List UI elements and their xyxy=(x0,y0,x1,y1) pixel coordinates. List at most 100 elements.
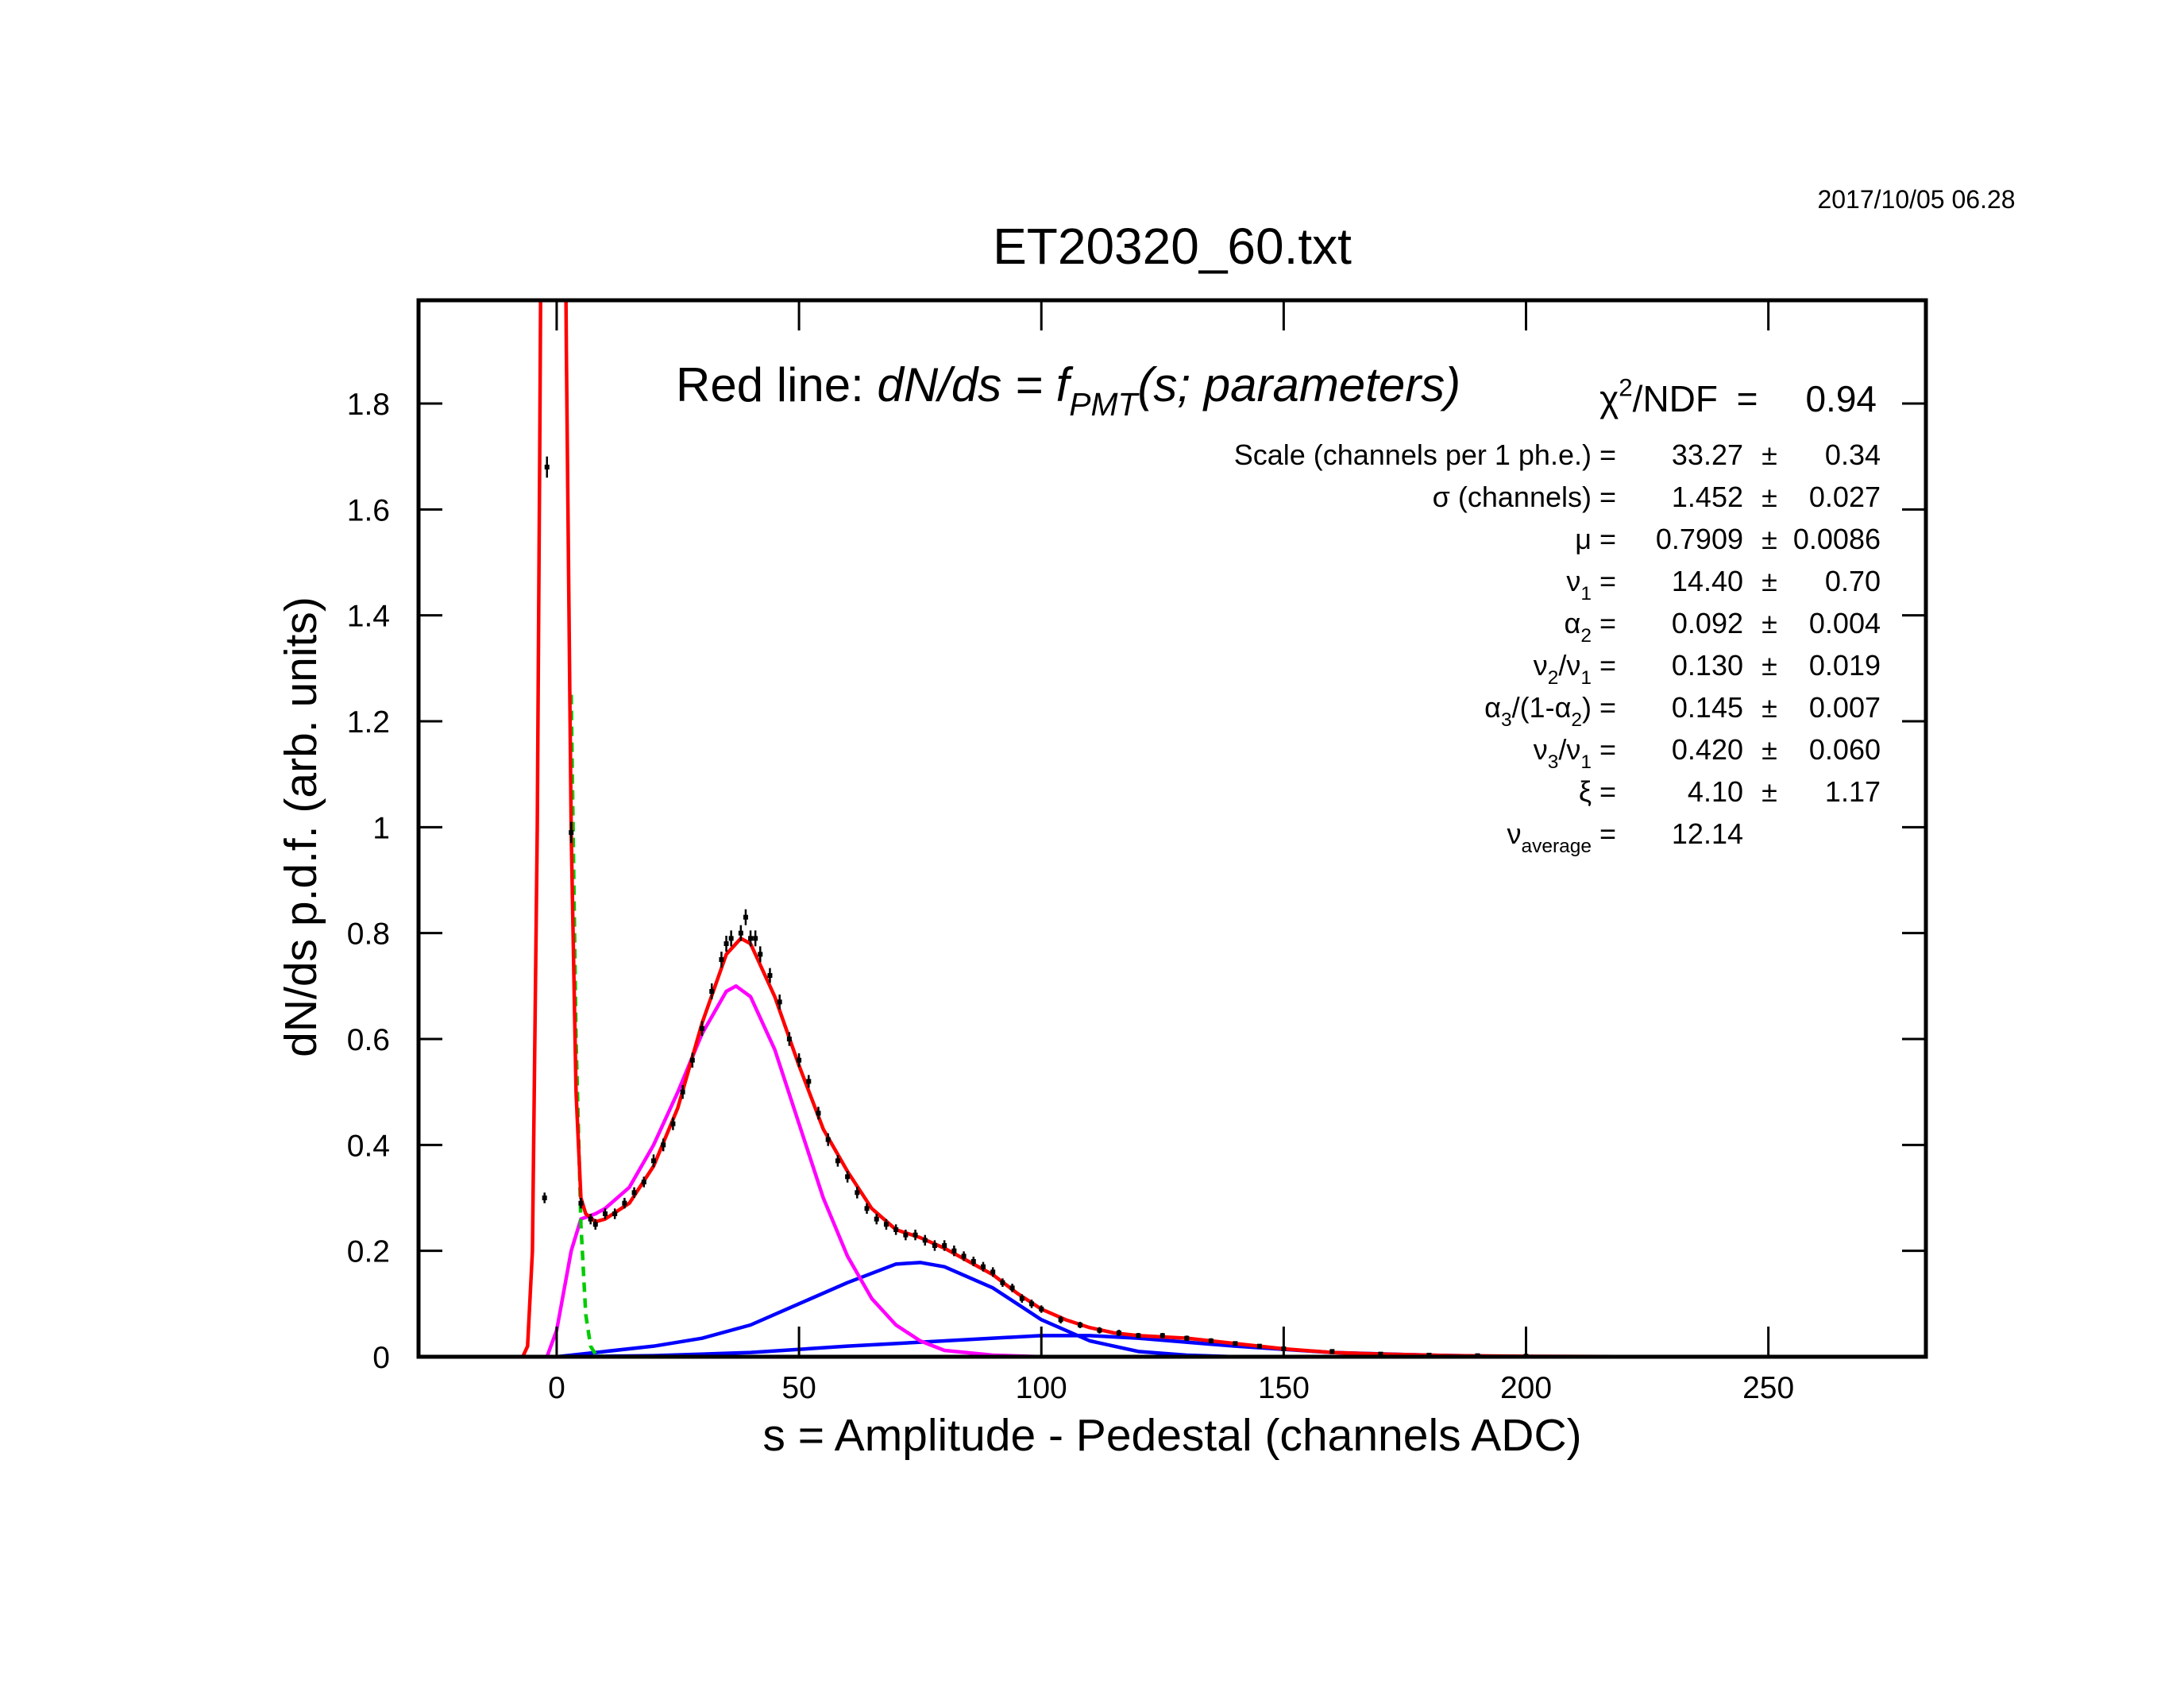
data-point xyxy=(588,1216,593,1222)
data-point xyxy=(1329,1349,1335,1354)
text-part: = xyxy=(1592,649,1616,682)
data-point xyxy=(1233,1341,1238,1346)
y-tick-label: 1.6 xyxy=(347,493,390,527)
data-point xyxy=(728,936,734,941)
parameter-value: 33.27 xyxy=(1672,438,1743,471)
data-point xyxy=(689,1057,695,1063)
text-part: = xyxy=(1592,607,1616,639)
parameter-value: 12.14 xyxy=(1672,817,1743,850)
parameter-error: 0.019 xyxy=(1809,649,1881,682)
parameter-label: α3/(1-α2) = xyxy=(1484,691,1616,731)
y-tick-label: 1.2 xyxy=(347,705,390,740)
data-point xyxy=(641,1180,646,1184)
y-tick-label: 1.4 xyxy=(347,600,390,634)
data-point xyxy=(748,936,754,941)
data-point xyxy=(723,941,729,946)
fit-curve xyxy=(556,1261,1236,1357)
y-tick-label: 0.2 xyxy=(347,1235,390,1269)
text-part: ξ = xyxy=(1579,775,1616,808)
data-point xyxy=(670,1121,676,1126)
data-point xyxy=(883,1222,889,1227)
data-point xyxy=(738,930,743,936)
text-part: /ν xyxy=(1558,649,1580,682)
data-point xyxy=(1097,1327,1102,1333)
data-point xyxy=(661,1142,666,1148)
chart-title: ET20320_60.txt xyxy=(993,218,1352,275)
data-point xyxy=(951,1248,957,1253)
data-point xyxy=(1039,1307,1044,1311)
data-point xyxy=(806,1079,812,1084)
parameter-label: ν2/ν1 = xyxy=(1534,649,1616,689)
data-point xyxy=(650,1158,656,1164)
text-part: α xyxy=(1484,691,1501,724)
text-part: PMT xyxy=(1069,386,1140,423)
parameter-label: ν1 = xyxy=(1566,565,1616,605)
data-point xyxy=(903,1232,909,1238)
text-part: ) = xyxy=(1582,691,1616,724)
y-tick-label: 1 xyxy=(372,811,390,845)
parameter-label: ν3/ν1 = xyxy=(1534,733,1616,773)
plot-frame xyxy=(416,298,1928,1359)
text-part: Red line: xyxy=(676,358,877,411)
data-point xyxy=(680,1089,685,1095)
data-point xyxy=(913,1232,918,1238)
parameter-pm: ± xyxy=(1761,733,1777,766)
data-point xyxy=(1058,1317,1063,1323)
parameter-error: 0.060 xyxy=(1809,733,1881,766)
x-tick-label: 50 xyxy=(781,1371,816,1405)
text-part: = xyxy=(1592,733,1616,766)
data-point xyxy=(855,1190,860,1196)
x-tick-label: 250 xyxy=(1742,1371,1794,1405)
data-point xyxy=(542,1196,547,1200)
parameter-label: μ = xyxy=(1575,523,1616,555)
data-point xyxy=(569,830,574,835)
text-part: σ (channels) = xyxy=(1433,481,1616,513)
data-point xyxy=(753,936,758,941)
data-point xyxy=(700,1026,705,1031)
text-part: /NDF xyxy=(1633,378,1718,419)
text-part: 2 xyxy=(1548,667,1559,689)
data-point xyxy=(1378,1351,1383,1357)
parameter-pm: ± xyxy=(1761,607,1777,639)
data-point xyxy=(786,1037,792,1041)
parameter-value: 14.40 xyxy=(1672,565,1743,597)
data-point xyxy=(1136,1333,1141,1338)
parameter-pm: ± xyxy=(1761,775,1777,808)
text-part: (s; parameters) xyxy=(1137,358,1461,411)
parameter-error: 1.17 xyxy=(1825,775,1881,808)
text-part: ν xyxy=(1507,817,1522,850)
text-part: 2 xyxy=(1580,625,1592,647)
parameter-value: 1.452 xyxy=(1672,481,1743,513)
y-tick-label: 0.8 xyxy=(347,917,390,952)
data-point xyxy=(602,1211,608,1216)
text-part: ν xyxy=(1566,565,1580,597)
parameter-label: α2 = xyxy=(1565,607,1616,647)
text-part: ν xyxy=(1534,649,1548,682)
text-part: 3 xyxy=(1501,709,1512,731)
text-part: 1 xyxy=(1580,583,1592,605)
data-point xyxy=(777,999,782,1005)
plot-area xyxy=(521,300,1681,1357)
text-part: 1 xyxy=(1580,751,1592,773)
text-part: 3 xyxy=(1548,751,1559,773)
parameter-label: ξ = xyxy=(1579,775,1616,808)
y-tick-label: 0.4 xyxy=(347,1129,390,1163)
data-point xyxy=(1009,1285,1015,1291)
data-point xyxy=(1116,1331,1121,1335)
chi2-value: 0.94 xyxy=(1805,378,1877,419)
data-point xyxy=(835,1158,840,1164)
text-part: α xyxy=(1565,607,1581,639)
text-part: μ = xyxy=(1575,523,1616,555)
data-point xyxy=(970,1259,976,1264)
data-point xyxy=(1160,1333,1165,1338)
parameter-error: 0.70 xyxy=(1825,565,1881,597)
text-part: ν xyxy=(1534,733,1548,766)
parameter-value: 0.130 xyxy=(1672,649,1743,682)
data-point xyxy=(767,973,773,978)
parameter-pm: ± xyxy=(1761,523,1777,555)
x-tick-label: 0 xyxy=(548,1371,565,1405)
data-point xyxy=(1029,1301,1035,1307)
